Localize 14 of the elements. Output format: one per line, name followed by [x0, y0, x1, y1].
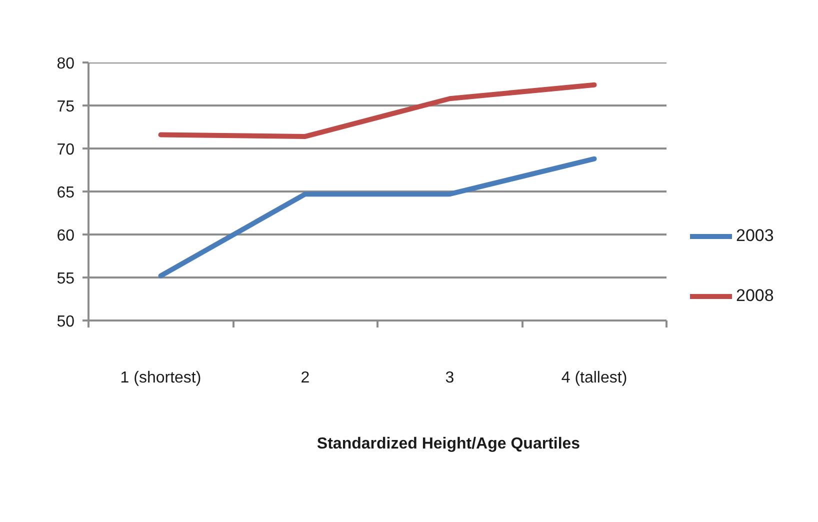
x-tick-label: 4 (tallest): [561, 370, 628, 386]
x-tick-label: 3: [445, 370, 454, 386]
y-tick-label: 65: [56, 184, 75, 202]
x-axis-title: Standardized Height/Age Quartiles: [316, 436, 580, 452]
x-tick-label: 1 (shortest): [120, 370, 202, 386]
legend-label: 2008: [736, 286, 774, 306]
y-tick-label: 60: [56, 228, 75, 244]
y-tick-label: 50: [56, 314, 75, 330]
x-tick-label: 2: [300, 370, 310, 386]
y-tick-label: 70: [56, 142, 75, 158]
legend-label: 2003: [736, 226, 774, 246]
y-tick-label: 55: [56, 270, 75, 288]
y-tick-label: 80: [56, 56, 75, 72]
y-tick-label: 75: [56, 98, 75, 116]
